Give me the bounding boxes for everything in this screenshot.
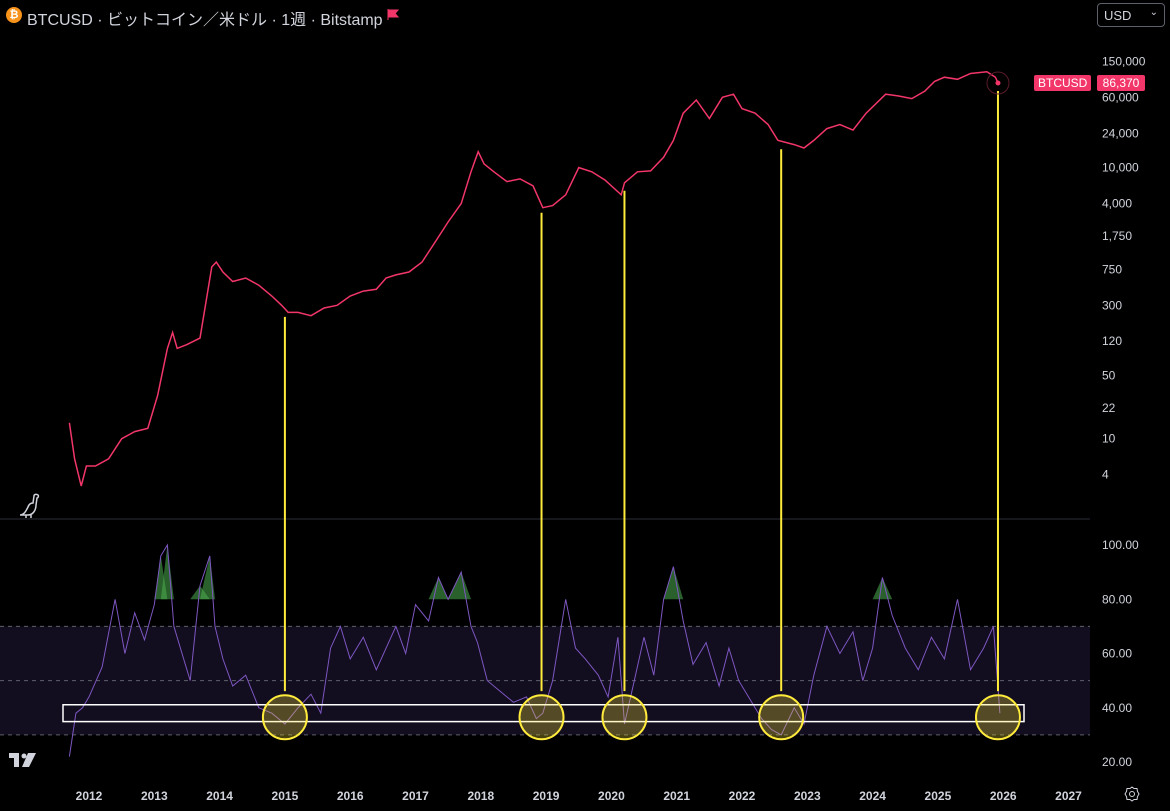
price-tick-label: 24,000 xyxy=(1102,126,1139,140)
last-price-ring xyxy=(986,71,1010,95)
rsi-overbought-fills xyxy=(154,545,893,600)
year-tick-label: 2019 xyxy=(533,789,560,803)
rsi-overbought-fill xyxy=(200,555,216,600)
price-tick-label: 120 xyxy=(1102,334,1122,348)
year-tick-label: 2013 xyxy=(141,789,168,803)
price-tick-label: 22 xyxy=(1102,401,1116,415)
price-line xyxy=(68,71,999,487)
price-tick-label: 4,000 xyxy=(1102,197,1132,211)
year-tick-label: 2022 xyxy=(729,789,756,803)
price-tick-label: 750 xyxy=(1102,262,1122,276)
rsi-overbought-fill xyxy=(663,566,684,600)
rsi-overbought-fill xyxy=(428,577,449,600)
price-badge-value: 86,370 xyxy=(1097,75,1145,91)
cycle-low-lines xyxy=(283,91,999,692)
rsi-tick-label: 100.00 xyxy=(1102,538,1139,552)
rsi-line xyxy=(68,543,1001,757)
price-tick-label: 50 xyxy=(1102,369,1116,383)
currency-select[interactable]: USD ⌄ xyxy=(1097,3,1165,27)
year-tick-label: 2016 xyxy=(337,789,364,803)
price-tick-label: 10,000 xyxy=(1102,161,1139,175)
bitcoin-icon: ₿ xyxy=(6,7,22,23)
year-tick-label: 2014 xyxy=(206,789,233,803)
rsi-band-lines xyxy=(0,625,1090,736)
year-tick-label: 2015 xyxy=(272,789,299,803)
rsi-low-circle xyxy=(261,694,308,741)
year-tick-label: 2012 xyxy=(76,789,103,803)
year-tick-label: 2021 xyxy=(663,789,690,803)
year-tick-label: 2025 xyxy=(925,789,952,803)
tradingview-logo xyxy=(9,753,36,767)
last-price-marker xyxy=(995,80,1001,86)
flag-icon[interactable] xyxy=(387,9,399,20)
rsi-low-circle xyxy=(518,694,565,741)
year-tick-label: 2026 xyxy=(990,789,1017,803)
price-tick-label: 4 xyxy=(1102,468,1109,482)
year-tick-label: 2027 xyxy=(1055,789,1082,803)
chevron-down-icon: ⌄ xyxy=(1149,7,1158,18)
symbol-title[interactable]: BTCUSD · ビットコイン／米ドル · 1週 · Bitstamp xyxy=(27,12,383,29)
price-tick-label: 10 xyxy=(1102,432,1116,446)
dino-icon xyxy=(19,493,40,518)
gear-icon[interactable] xyxy=(1124,786,1140,802)
price-tick-label: 300 xyxy=(1102,298,1122,312)
rsi-overbought-fill xyxy=(872,577,893,600)
chart-header: ₿ BTCUSD · ビットコイン／米ドル · 1週 · Bitstamp xyxy=(0,0,1090,30)
rsi-low-circle xyxy=(974,694,1021,741)
rsi-low-circle xyxy=(601,694,648,741)
price-tick-label: 60,000 xyxy=(1102,90,1139,104)
price-tick-label: 150,000 xyxy=(1102,54,1146,68)
year-tick-label: 2023 xyxy=(794,789,821,803)
year-tick-label: 2017 xyxy=(402,789,429,803)
year-tick-label: 2024 xyxy=(859,789,886,803)
currency-value: USD xyxy=(1104,8,1132,23)
rsi-tick-label: 40.00 xyxy=(1102,701,1132,715)
time-axis: 2012 2013 2014 2015 2016 2017 2018 2019 2020 2021… xyxy=(76,789,1083,803)
year-tick-label: 2020 xyxy=(598,789,625,803)
rsi-highlight-box xyxy=(62,704,1025,723)
rsi-low-circle xyxy=(758,694,805,741)
rsi-tick-label: 80.00 xyxy=(1102,592,1132,606)
price-tick-label: 1,750 xyxy=(1102,229,1132,243)
year-tick-label: 2018 xyxy=(467,789,494,803)
price-badge-symbol: BTCUSD xyxy=(1034,75,1092,91)
rsi-tick-label: 20.00 xyxy=(1102,755,1132,769)
rsi-circles xyxy=(261,694,1021,741)
price-axis: 150,000 60,000 24,000 10,000 4,000 1,750 750 30… xyxy=(1102,54,1146,481)
rsi-axis: 100.00 80.00 60.00 40.00 20.00 xyxy=(1102,538,1139,769)
rsi-tick-label: 60.00 xyxy=(1102,647,1132,661)
